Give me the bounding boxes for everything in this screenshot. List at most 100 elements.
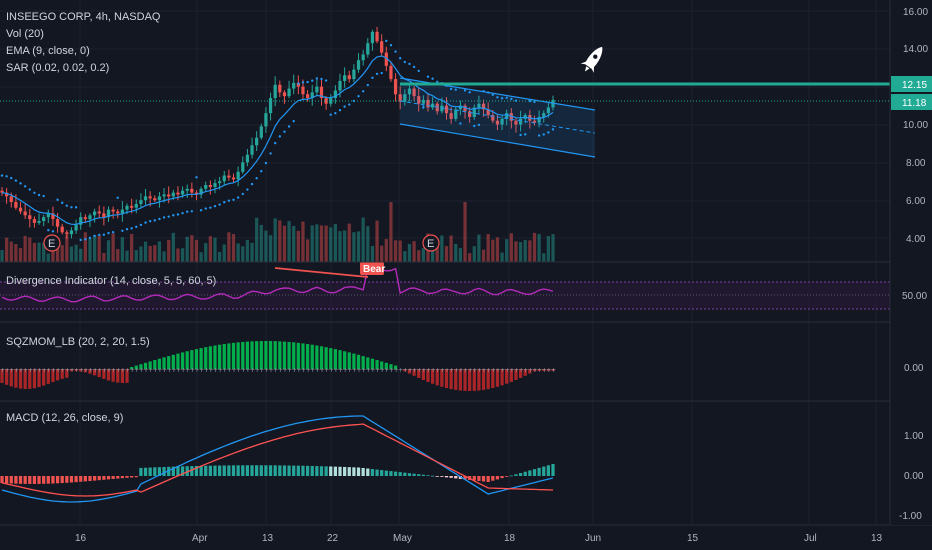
candle-body	[282, 92, 287, 97]
volume-bar	[532, 232, 537, 262]
sqz-title[interactable]: SQZMOM_LB (20, 2, 20, 1.5)	[6, 336, 150, 348]
macd-hist-bar	[236, 465, 240, 476]
volume-bar	[0, 249, 4, 262]
time-tick: 16	[75, 533, 87, 544]
sar-dot	[301, 81, 305, 84]
macd-pane[interactable]: MACD (12, 26, close, 9)	[0, 412, 555, 503]
macd-hist-bar	[329, 466, 333, 476]
regression-channel[interactable]	[399, 77, 596, 158]
macd-hist-bar	[14, 476, 18, 484]
price-tick: 14.00	[903, 44, 928, 55]
candle-body	[60, 226, 64, 233]
sqz-bar	[417, 369, 421, 378]
sqz-bar	[458, 369, 463, 391]
volume-bar	[412, 241, 416, 262]
sqz-dot: +	[0, 367, 5, 374]
sar-dot	[111, 231, 115, 234]
macd-hist-bar	[204, 465, 208, 476]
candle-body	[278, 84, 282, 93]
channel-lower	[399, 123, 596, 158]
sar-dot	[236, 196, 240, 199]
sqz-dot: +	[301, 367, 306, 374]
macd-hist-bar	[472, 476, 476, 481]
macd-hist-bar	[518, 473, 523, 476]
macd-hist-bar	[310, 465, 314, 476]
sqz-dot: +	[32, 367, 37, 374]
time-tick: 13	[262, 533, 274, 544]
volume-bar	[282, 225, 287, 262]
sar-dot	[449, 87, 453, 91]
volume-bar	[130, 233, 134, 262]
macd-hist-bar	[227, 465, 231, 476]
candle-body	[264, 113, 268, 127]
sar-dot	[417, 69, 420, 73]
macd-hist-bar	[255, 465, 259, 476]
macd-hist-bar	[454, 476, 458, 479]
sqz-dot: +	[42, 367, 47, 374]
volume-bar	[472, 246, 476, 262]
sqz-dot: +	[500, 367, 505, 374]
candle-body	[236, 171, 240, 180]
macd-hist-bar	[139, 467, 143, 476]
divergence-title[interactable]: Divergence Indicator (14, close, 5, 5, 6…	[6, 275, 216, 287]
sqz-dot: +	[292, 367, 297, 374]
time-tick: May	[393, 533, 412, 544]
volume-bar	[393, 240, 398, 262]
sar-dot	[283, 130, 286, 133]
candle-body	[245, 154, 250, 163]
sar-dot	[463, 89, 467, 92]
earnings-marker-1[interactable]: E	[43, 234, 61, 252]
sqz-bar	[157, 358, 162, 369]
sar-dot	[473, 124, 476, 128]
time-axis[interactable]: 16 Apr 13 22 May 18 Jun 15 Jul 13	[75, 533, 883, 544]
price-pane[interactable]: E E INSEEGO CORP, 4h, NASDAQ Vol (20) EM…	[0, 11, 890, 262]
volume-bar	[120, 237, 125, 262]
indicator-label-ema[interactable]: EMA (9, close, 0)	[6, 45, 90, 57]
sqz-dot: +	[245, 367, 250, 374]
candle-body	[491, 115, 495, 121]
volume-bar	[42, 242, 46, 262]
sqz-dot: +	[93, 367, 98, 374]
volume-bar	[435, 239, 439, 262]
volume-bar	[134, 250, 138, 262]
sqz-bar	[139, 364, 143, 369]
volume-bar	[481, 249, 486, 262]
time-tick: 13	[871, 533, 883, 544]
sar-dot	[380, 71, 383, 75]
price-axis[interactable]: 16.00 14.00 10.00 8.00 6.00 4.00 12.15 1…	[889, 0, 932, 525]
candle-body	[417, 96, 421, 104]
sqz-bar	[250, 341, 254, 369]
sqz-dot: +	[134, 367, 139, 374]
sar-dot	[176, 213, 180, 216]
indicator-label-vol[interactable]: Vol (20)	[6, 28, 44, 40]
macd-hist-bar	[412, 473, 416, 476]
sqz-dot: +	[329, 367, 334, 374]
macd-hist-bar	[32, 476, 37, 484]
sar-dot	[320, 77, 323, 81]
sqz-bar	[180, 352, 185, 369]
earnings-marker-2[interactable]: E	[422, 234, 440, 252]
sqz-dot: +	[5, 367, 10, 374]
sqz-bar	[509, 369, 513, 382]
volume-bar	[319, 225, 324, 262]
volume-bar	[143, 241, 148, 262]
macd-hist-bar	[116, 476, 120, 479]
macd-title[interactable]: MACD (12, 26, close, 9)	[6, 412, 123, 424]
indicator-label-sar[interactable]: SAR (0.02, 0.02, 0.2)	[6, 62, 109, 74]
volume-bar	[55, 240, 60, 262]
symbol-title[interactable]: INSEEGO CORP, 4h, NASDAQ	[6, 11, 161, 23]
sar-dot	[375, 72, 379, 76]
sqz-dot: +	[97, 367, 102, 374]
macd-hist-bar	[430, 475, 435, 477]
candle-body	[120, 209, 125, 214]
volume-bar	[162, 251, 166, 262]
sqz-bar	[51, 369, 55, 383]
sqz-bar	[537, 369, 541, 371]
sqz-bar	[241, 341, 245, 369]
divergence-pane[interactable]: Bear Divergence Indicator (14, close, 5,…	[0, 262, 890, 310]
macd-tick: -1.00	[899, 511, 922, 522]
squeeze-momentum-pane[interactable]: + + + + + + + + + + + + + + + + + + + + + + + + + + + + + + + + + + + + + + + +…	[0, 336, 556, 391]
macd-hist-bar	[218, 465, 222, 476]
sqz-bar	[384, 362, 388, 369]
